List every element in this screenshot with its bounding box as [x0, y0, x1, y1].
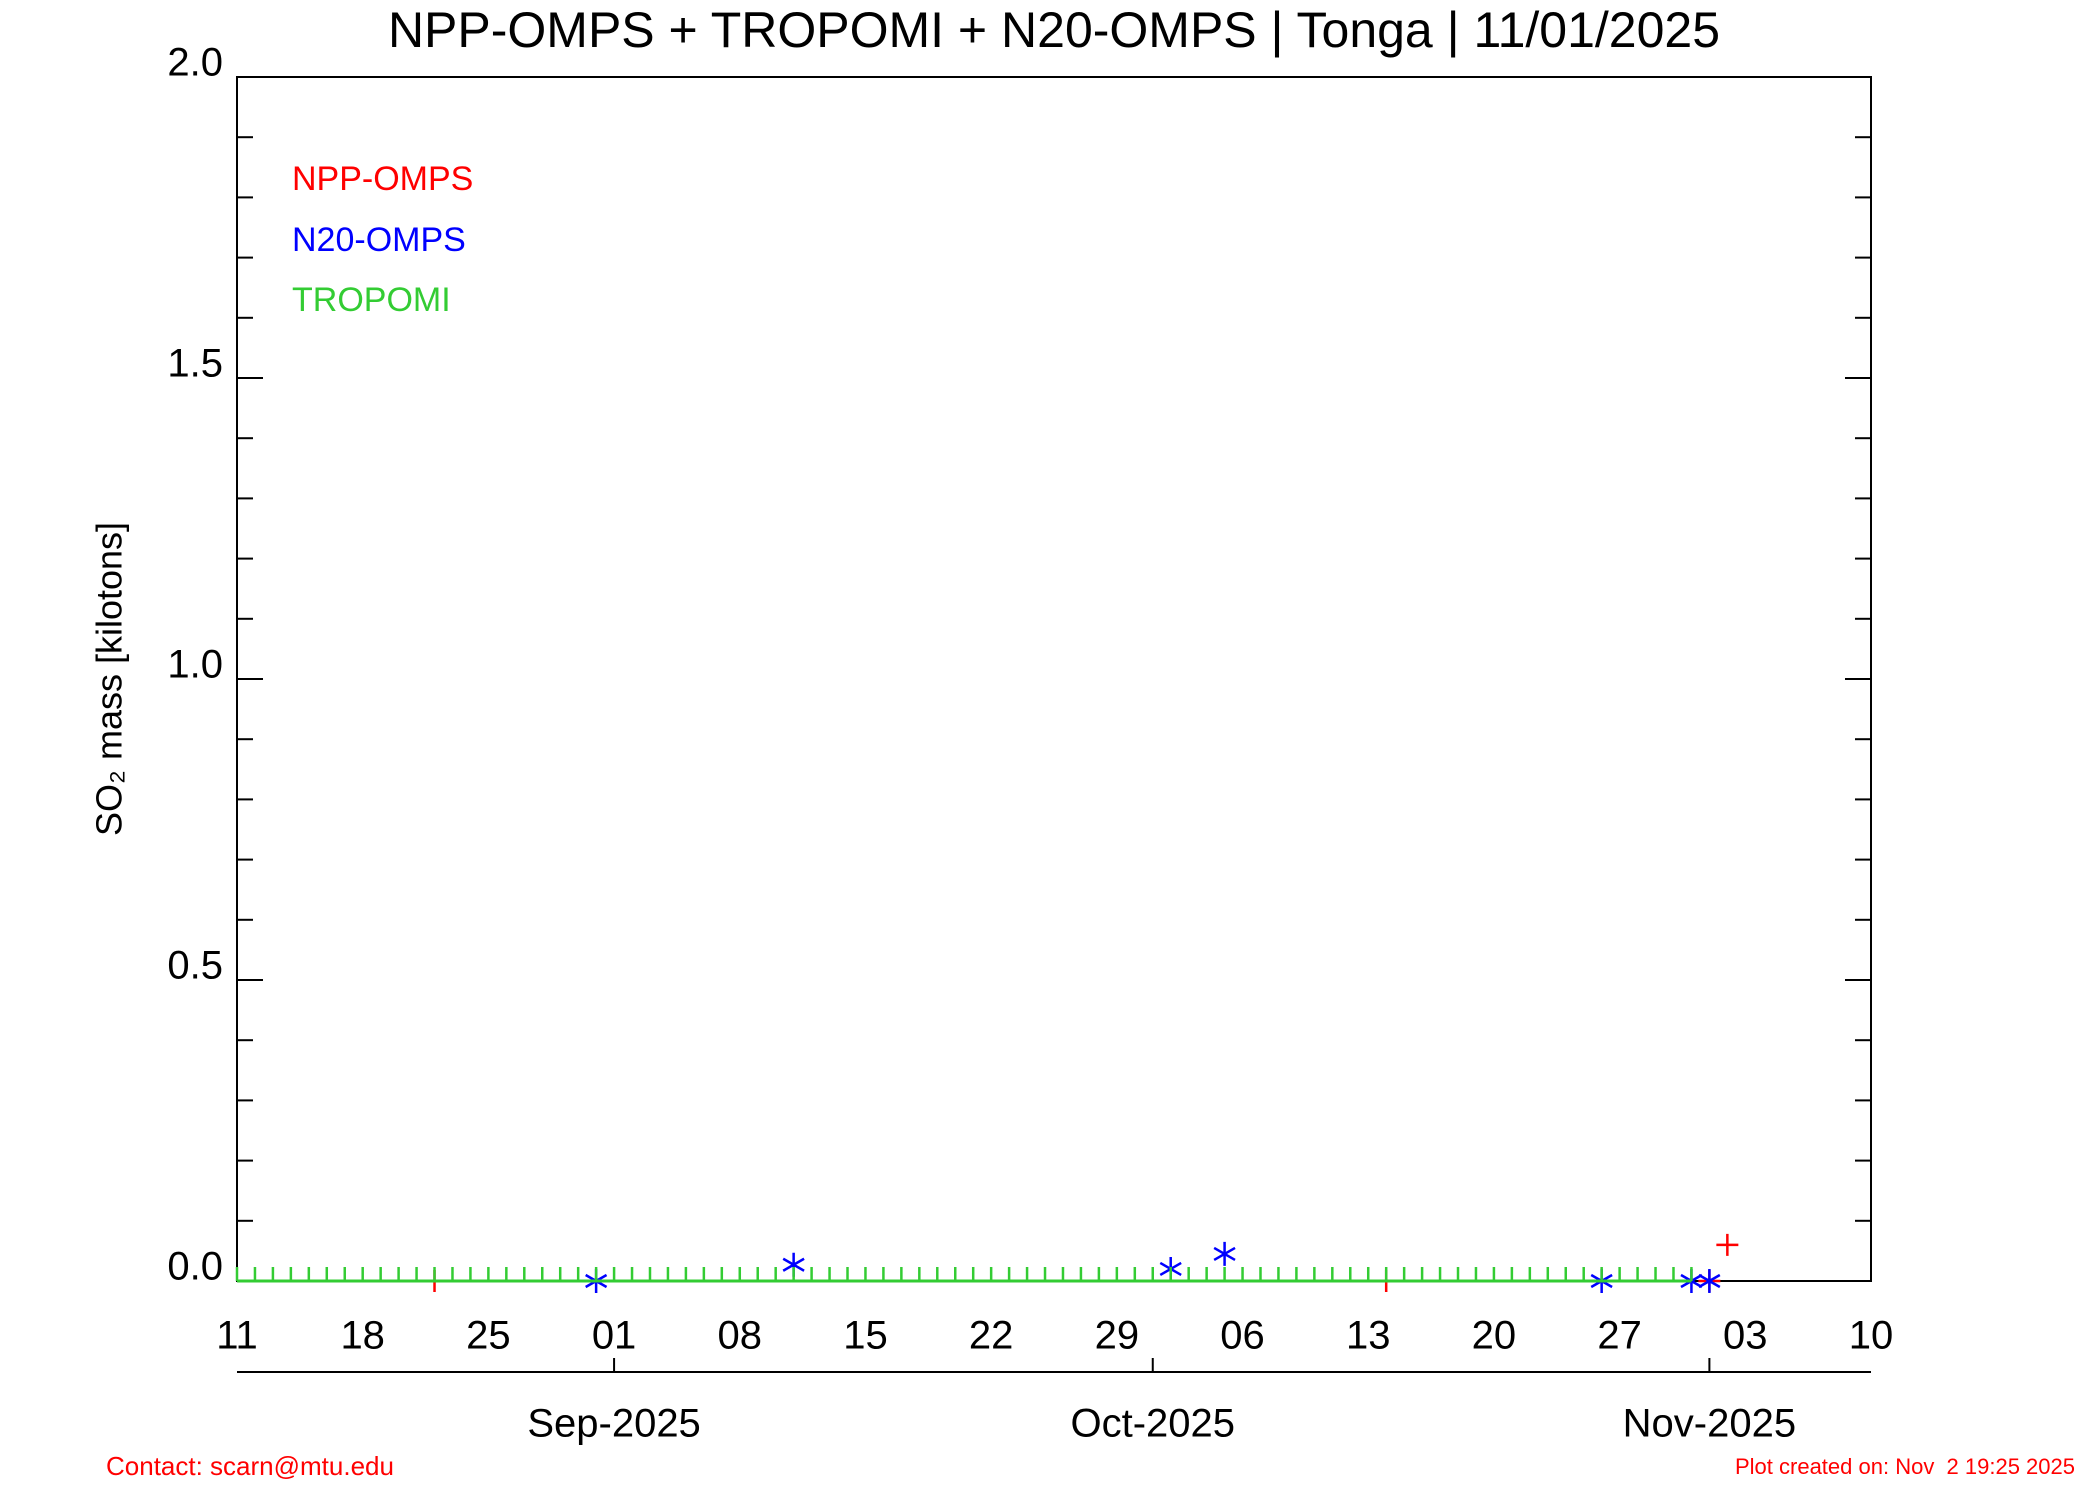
point — [1698, 1269, 1721, 1293]
chart-title: NPP-OMPS + TROPOMI + N20-OMPS | Tonga | … — [388, 2, 1720, 58]
x-tick-label: 01 — [592, 1314, 637, 1358]
x-tick-label: 22 — [969, 1314, 1014, 1358]
x-tick-label: 11 — [216, 1314, 258, 1358]
x-tick-label: 03 — [1723, 1314, 1768, 1358]
x-tick-label: 13 — [1346, 1314, 1391, 1358]
created-note: Plot created on: Nov 2 19:25 2025 — [1735, 1454, 2075, 1479]
x-tick-label: 25 — [466, 1314, 511, 1358]
x-tick-label: 20 — [1472, 1314, 1517, 1358]
y-tick-label: 1.5 — [167, 342, 223, 386]
month-label: Sep-2025 — [527, 1402, 700, 1446]
legend-entry: NPP-OMPS — [292, 160, 473, 198]
y-tick-label: 1.0 — [167, 643, 223, 687]
y-tick-label: 0.5 — [167, 944, 223, 988]
x-tick-label: 27 — [1597, 1314, 1642, 1358]
month-label: Nov-2025 — [1623, 1402, 1796, 1446]
x-tick-label: 29 — [1095, 1314, 1140, 1358]
point — [1716, 1233, 1739, 1256]
y-tick-label: 0.0 — [167, 1245, 223, 1289]
point — [1213, 1241, 1236, 1266]
month-label: Oct-2025 — [1070, 1402, 1235, 1446]
contact: Contact: scarn@mtu.edu — [106, 1451, 394, 1481]
x-tick-label: 06 — [1220, 1314, 1265, 1358]
legend-entry: TROPOMI — [292, 281, 451, 319]
legend-entry: N20-OMPS — [292, 221, 466, 259]
x-tick-label: 18 — [340, 1314, 385, 1358]
y-tick-label: 2.0 — [167, 41, 223, 85]
x-tick-label: 15 — [843, 1314, 888, 1358]
x-tick-label: 10 — [1849, 1314, 1894, 1358]
x-tick-label: 08 — [718, 1314, 763, 1358]
y-axis-label: SO₂ mass [kilotons] — [89, 522, 130, 836]
